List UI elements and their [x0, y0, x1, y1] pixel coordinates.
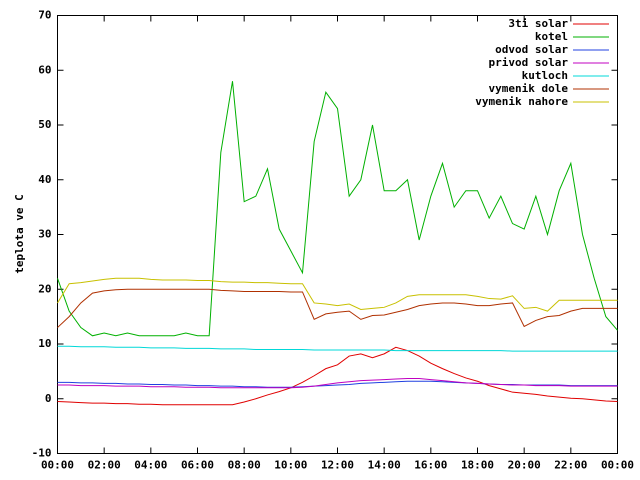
y-tick-label: 30	[38, 228, 51, 241]
x-tick-label: 10:00	[274, 459, 307, 472]
y-tick-label: 40	[38, 173, 51, 186]
x-tick-label: 06:00	[181, 459, 214, 472]
legend-label: privod solar	[489, 56, 569, 69]
series-line	[57, 81, 618, 337]
legend-label: kutloch	[522, 69, 568, 82]
x-tick-label: 08:00	[228, 459, 261, 472]
x-tick-label: 16:00	[414, 459, 447, 472]
y-tick-label: 60	[38, 63, 51, 76]
x-tick-label: 00:00	[601, 459, 634, 472]
x-tick-label: 14:00	[368, 459, 401, 472]
legend-label: kotel	[535, 30, 568, 43]
y-tick-label: 70	[38, 9, 51, 22]
y-tick-label: 20	[38, 282, 51, 295]
x-tick-label: 20:00	[508, 459, 541, 472]
y-tick-label: 50	[38, 118, 51, 131]
x-tick-label: 18:00	[461, 459, 494, 472]
y-axis-label: teplota ve C	[13, 194, 26, 273]
x-tick-label: 00:00	[41, 459, 74, 472]
series-line	[57, 277, 618, 312]
x-tick-label: 02:00	[88, 459, 121, 472]
series-line	[57, 288, 618, 328]
series-line	[57, 345, 618, 352]
legend-label: vymenik dole	[489, 82, 569, 95]
series-line	[57, 346, 618, 406]
y-tick-label: 10	[38, 337, 51, 350]
y-tick-label: -10	[32, 447, 52, 460]
x-tick-label: 12:00	[321, 459, 354, 472]
x-tick-label: 04:00	[134, 459, 167, 472]
x-tick-label: 22:00	[554, 459, 587, 472]
y-tick-label: 0	[45, 392, 52, 405]
legend-label: odvod solar	[495, 43, 568, 56]
legend-label: 3ti solar	[508, 17, 568, 30]
series-line	[57, 377, 618, 389]
legend-label: vymenik nahore	[475, 95, 568, 108]
